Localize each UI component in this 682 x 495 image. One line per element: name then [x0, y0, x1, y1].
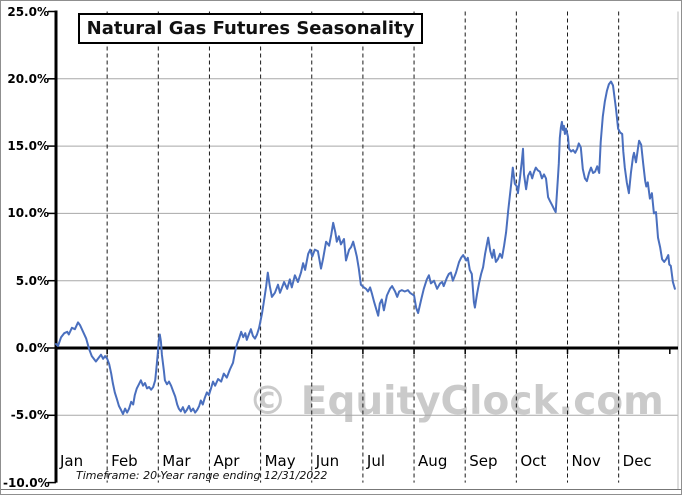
x-axis-label-dec: Dec	[622, 452, 652, 470]
y-axis-label-25: 25.0%	[7, 4, 49, 19]
x-axis-label-aug: Aug	[418, 452, 448, 470]
watermark-text: © EquityClock.com	[248, 379, 664, 424]
horizontal-gridlines	[56, 11, 679, 489]
y-axis-label-5: 5.0%	[15, 273, 49, 288]
timeframe-note: Timeframe: 20-Year range ending 12/31/20…	[76, 469, 328, 482]
bottom-separator	[1, 489, 681, 490]
x-axis-label-mar: Mar	[162, 452, 191, 470]
x-axis-label-jan: Jan	[60, 452, 84, 470]
y-axis	[48, 10, 58, 484]
y-axis-label--5: -5.0%	[10, 408, 49, 423]
price-line	[55, 80, 676, 415]
month-gridlines-dashed	[106, 11, 620, 483]
chart-title: Natural Gas Futures Seasonality	[78, 13, 423, 44]
x-axis-label-may: May	[264, 452, 296, 470]
x-axis-label-oct: Oct	[520, 452, 547, 470]
x-axis-label-feb: Feb	[111, 452, 138, 470]
x-axis-label-jun: Jun	[315, 452, 340, 470]
y-axis-label-10: 10.0%	[7, 206, 49, 221]
x-axis-label-apr: Apr	[213, 452, 240, 470]
y-axis-label--10: -10.0%	[3, 475, 50, 490]
y-axis-label-15: 15.0%	[7, 139, 49, 154]
y-axis-label-0: 0.0%	[15, 341, 49, 355]
x-axis-label-sep: Sep	[469, 452, 498, 470]
zero-baseline	[56, 346, 678, 354]
x-axis-label-jul: Jul	[366, 452, 385, 470]
x-axis-label-nov: Nov	[571, 452, 601, 470]
y-axis-label-20: 20.0%	[7, 71, 49, 86]
